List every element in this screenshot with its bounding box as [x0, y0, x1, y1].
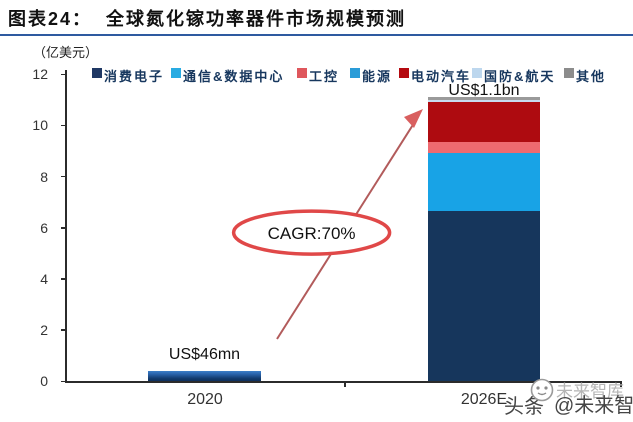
- svg-text:CAGR:70%: CAGR:70%: [268, 224, 356, 243]
